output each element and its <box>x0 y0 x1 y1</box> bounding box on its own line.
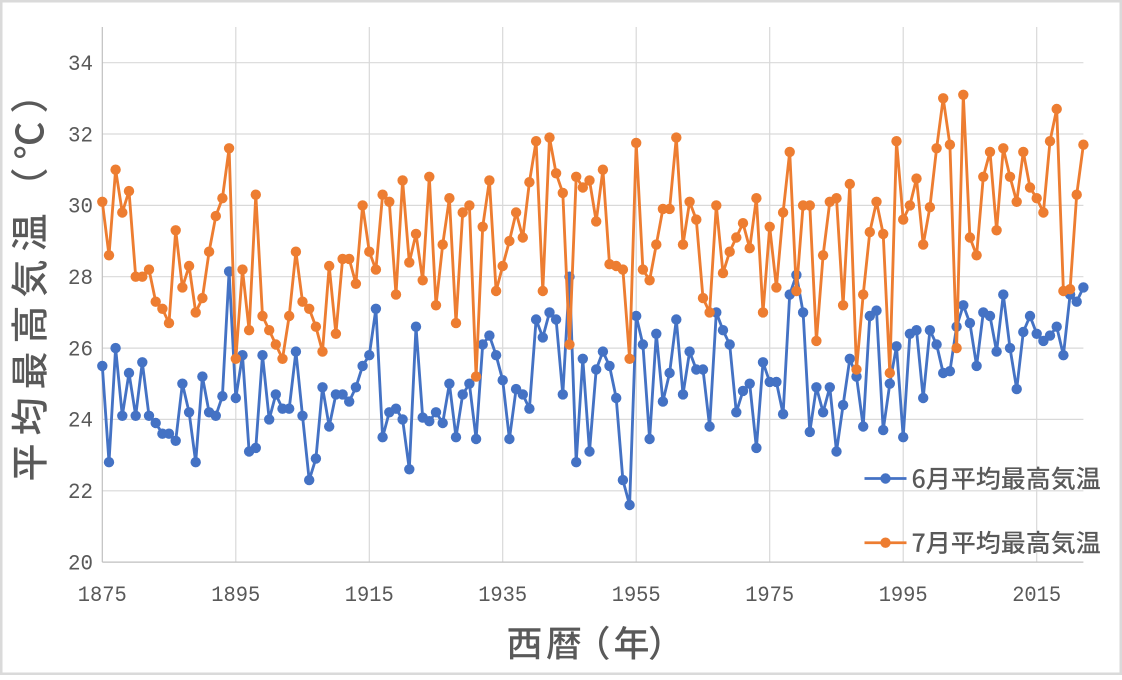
svg-text:20: 20 <box>68 551 93 576</box>
svg-text:1915: 1915 <box>345 583 394 608</box>
svg-text:1955: 1955 <box>612 583 661 608</box>
svg-text:1995: 1995 <box>879 583 928 608</box>
svg-text:1975: 1975 <box>745 583 794 608</box>
svg-text:1935: 1935 <box>478 583 527 608</box>
svg-text:30: 30 <box>68 195 93 220</box>
svg-text:32: 32 <box>68 123 93 148</box>
svg-text:2015: 2015 <box>1012 583 1061 608</box>
svg-text:22: 22 <box>68 480 93 505</box>
svg-text:24: 24 <box>68 409 93 434</box>
svg-text:1895: 1895 <box>211 583 260 608</box>
svg-text:1875: 1875 <box>78 583 127 608</box>
svg-text:34: 34 <box>68 52 93 77</box>
svg-text:28: 28 <box>68 266 93 291</box>
svg-text:26: 26 <box>68 337 93 362</box>
